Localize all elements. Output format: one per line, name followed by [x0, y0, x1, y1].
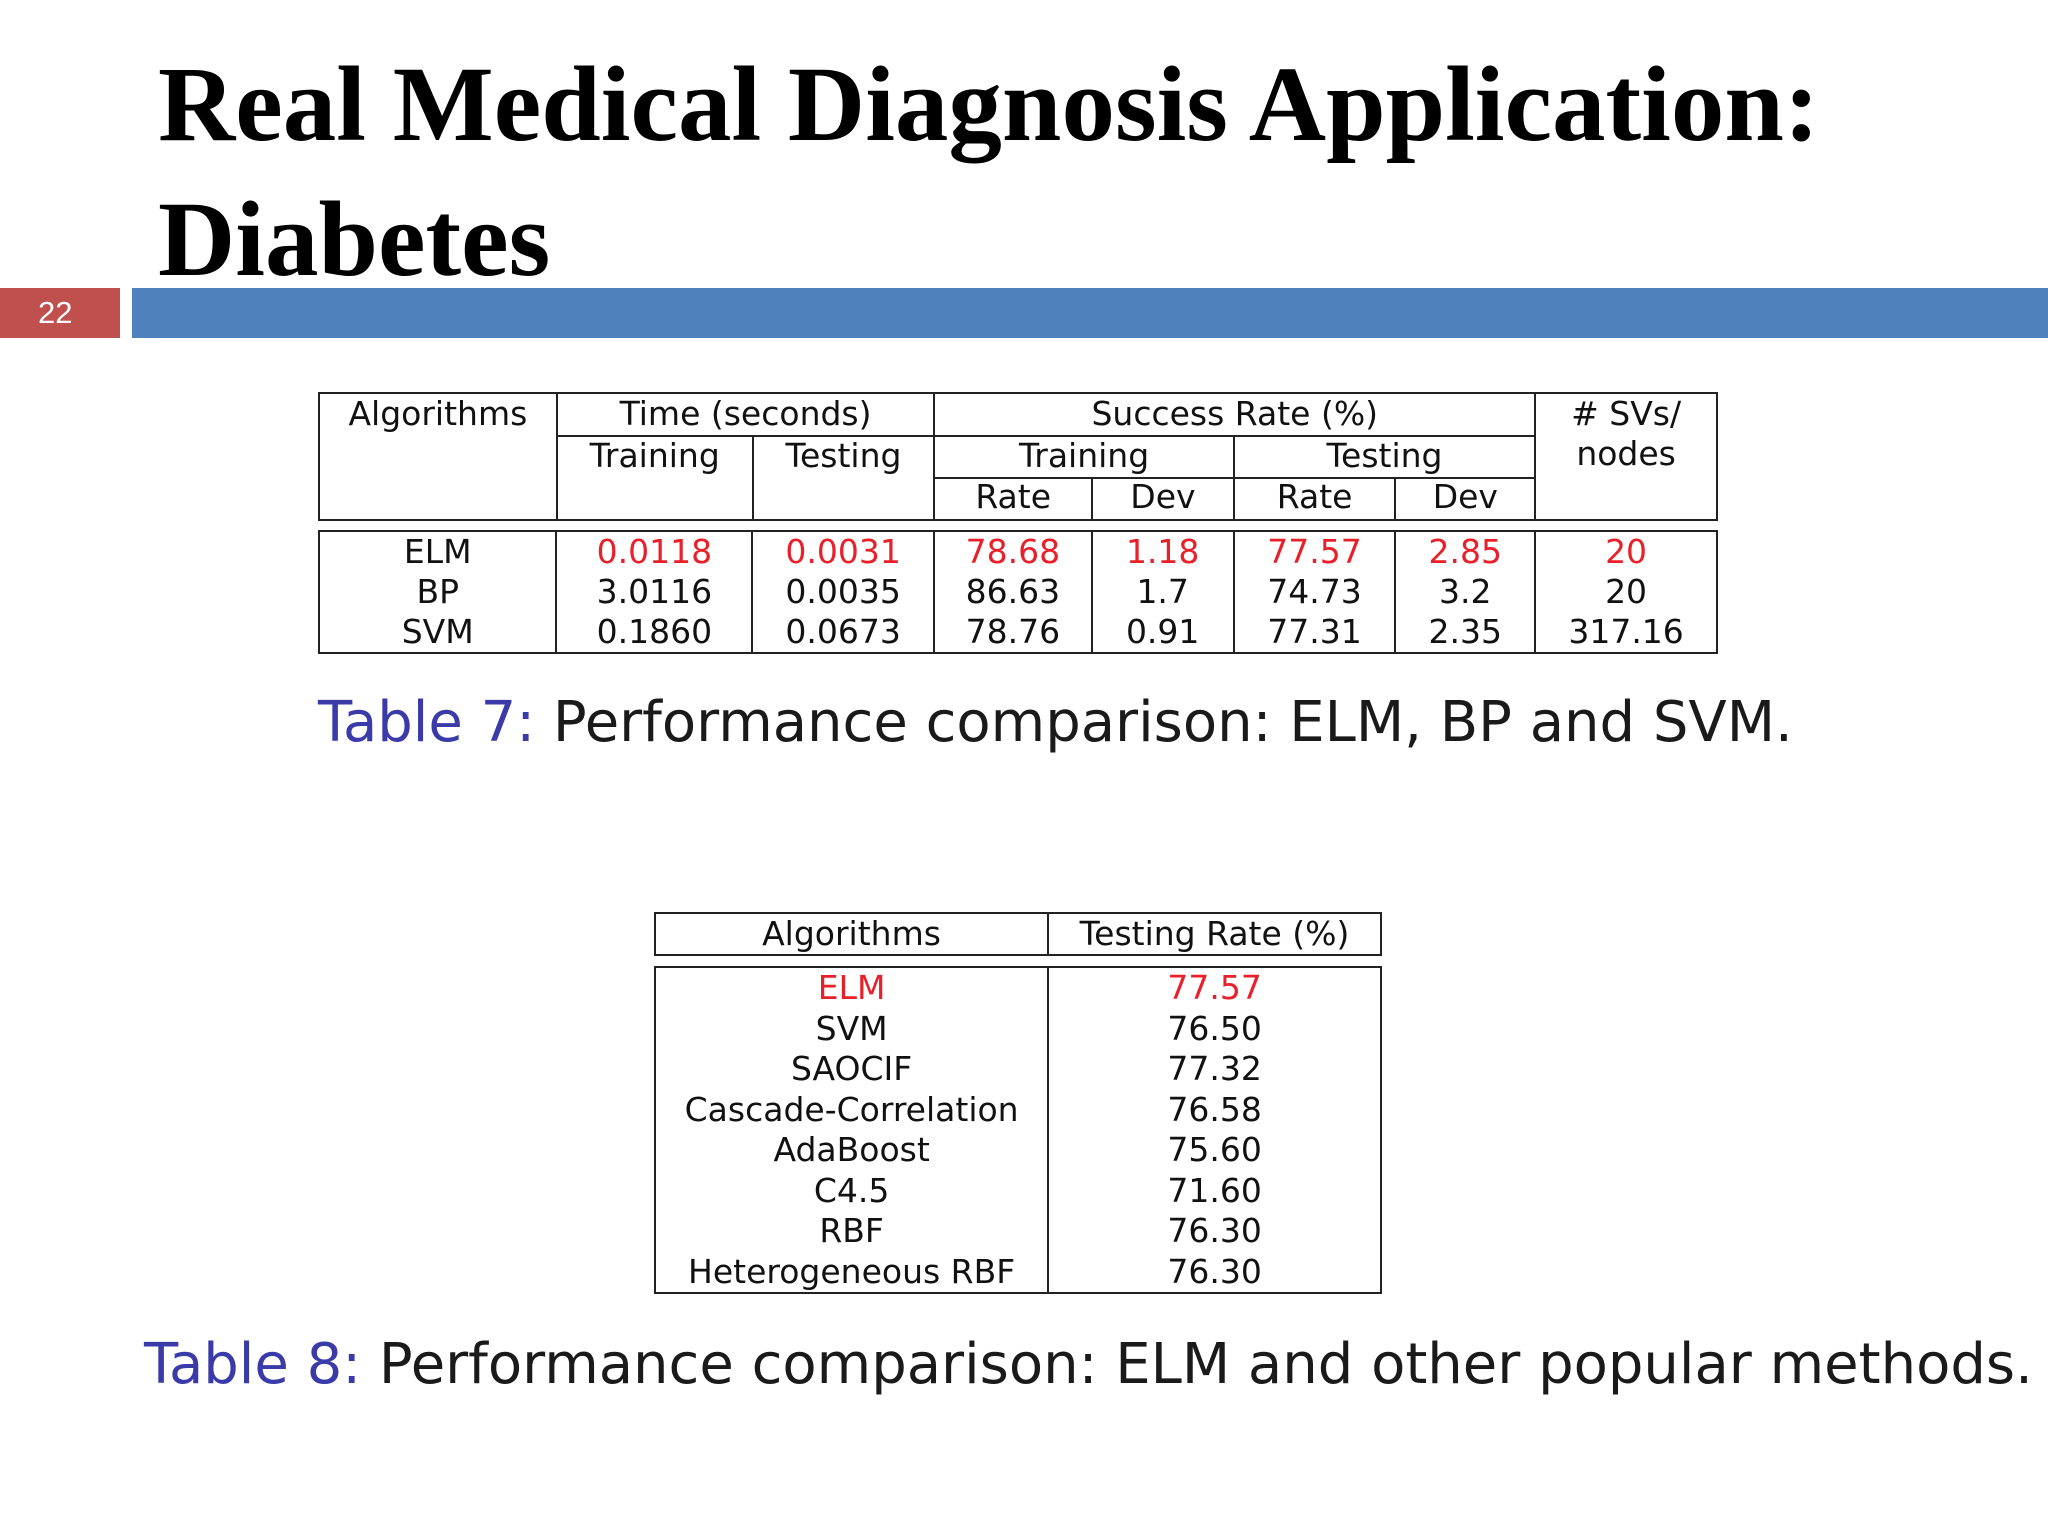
cell-algorithm: Cascade-Correlation — [653, 1089, 1050, 1130]
col-header-svs-nodes: # SVs/ nodes — [1534, 392, 1718, 521]
table8-caption-label: Table 8: — [144, 1332, 362, 1397]
cell-svs-nodes: 317.16 — [1534, 612, 1718, 653]
table-row: AdaBoost 75.60 — [653, 1130, 1382, 1171]
col-header-success-rate: Success Rate (%) — [933, 392, 1537, 437]
cell-time-training: 0.1860 — [555, 612, 754, 653]
cell-testing-rate: 77.57 — [1232, 531, 1397, 572]
table-row: ELM 77.57 — [653, 967, 1382, 1009]
cell-svs-nodes: 20 — [1534, 531, 1718, 572]
cell-testing-rate: 76.50 — [1047, 1008, 1382, 1049]
cell-testing-rate: 77.31 — [1232, 612, 1397, 653]
col-header-testing-dev: Dev — [1394, 477, 1537, 521]
col-header-testing-rate: Testing Rate (%) — [1047, 912, 1382, 956]
slide-title: Real Medical Diagnosis Application: Diab… — [158, 46, 1820, 299]
cell-testing-rate: 71.60 — [1047, 1170, 1382, 1211]
cell-time-training: 0.0118 — [555, 531, 754, 572]
cell-time-training: 3.0116 — [555, 572, 754, 612]
col-header-sr-testing: Testing — [1232, 435, 1537, 479]
cell-algorithm: RBF — [653, 1211, 1050, 1252]
table-row: Heterogeneous RBF 76.30 — [653, 1251, 1382, 1293]
table-row: SVM 76.50 — [653, 1008, 1382, 1049]
cell-algorithm: ELM — [653, 967, 1050, 1009]
cell-testing-rate: 77.57 — [1047, 967, 1382, 1009]
col-header-algorithms: Algorithms — [654, 912, 1049, 956]
cell-algorithm: ELM — [317, 531, 558, 572]
col-header-sr-training: Training — [933, 435, 1235, 479]
cell-testing-dev: 2.85 — [1394, 531, 1537, 572]
table8-header: Algorithms Testing Rate (%) — [654, 912, 1382, 956]
cell-testing-dev: 2.35 — [1394, 612, 1537, 653]
table7-caption-label: Table 7: — [318, 690, 536, 755]
svs-header-line2: nodes — [1576, 434, 1676, 473]
cell-time-testing: 0.0035 — [751, 572, 935, 612]
table-row: ELM 0.0118 0.0031 78.68 1.18 77.57 2.85 … — [317, 531, 1718, 572]
cell-training-rate: 78.68 — [933, 531, 1093, 572]
cell-algorithm: AdaBoost — [653, 1130, 1050, 1171]
table-row: SVM 0.1860 0.0673 78.76 0.91 77.31 2.35 … — [317, 612, 1718, 653]
table8-caption-text: Performance comparison: ELM and other po… — [378, 1332, 2033, 1397]
cell-testing-rate: 74.73 — [1232, 572, 1397, 612]
cell-testing-rate: 76.30 — [1047, 1251, 1382, 1293]
table-row: Cascade-Correlation 76.58 — [653, 1089, 1382, 1130]
table8-body: ELM 77.57 SVM 76.50 SAOCIF 77.32 Cascade… — [653, 966, 1382, 1294]
cell-algorithm: SAOCIF — [653, 1049, 1050, 1090]
table7-caption: Table 7: Performance comparison: ELM, BP… — [318, 690, 1793, 755]
slide-number: 22 — [0, 288, 120, 338]
col-header-training-rate: Rate — [933, 477, 1094, 521]
cell-testing-rate: 76.58 — [1047, 1089, 1382, 1130]
cell-testing-dev: 3.2 — [1394, 572, 1537, 612]
col-header-time-training: Training — [555, 435, 754, 521]
table8-caption: Table 8: Performance comparison: ELM and… — [144, 1332, 2033, 1397]
col-header-testing-rate: Rate — [1232, 477, 1397, 521]
cell-training-rate: 78.76 — [933, 612, 1093, 653]
table-row: BP 3.0116 0.0035 86.63 1.7 74.73 3.2 20 — [317, 572, 1718, 612]
cell-algorithm: C4.5 — [653, 1170, 1050, 1211]
cell-svs-nodes: 20 — [1534, 572, 1718, 612]
cell-training-dev: 1.18 — [1090, 531, 1235, 572]
table7-body: ELM 0.0118 0.0031 78.68 1.18 77.57 2.85 … — [317, 530, 1718, 654]
cell-time-testing: 0.0673 — [751, 612, 935, 653]
col-header-time: Time (seconds) — [555, 392, 936, 437]
col-header-time-testing: Testing — [751, 435, 936, 521]
table7-caption-text: Performance comparison: ELM, BP and SVM. — [552, 690, 1793, 755]
svs-header-line1: # SVs/ — [1571, 394, 1682, 433]
title-underline-bar — [132, 288, 2048, 338]
col-header-training-dev: Dev — [1091, 477, 1235, 521]
cell-algorithm: BP — [317, 572, 558, 612]
table-row: RBF 76.30 — [653, 1211, 1382, 1252]
cell-testing-rate: 75.60 — [1047, 1130, 1382, 1171]
table-row: C4.5 71.60 — [653, 1170, 1382, 1211]
table7-header: Algorithms Time (seconds) Success Rate (… — [318, 392, 1718, 521]
cell-training-dev: 0.91 — [1090, 612, 1235, 653]
col-header-algorithms: Algorithms — [318, 392, 558, 521]
cell-algorithm: SVM — [653, 1008, 1050, 1049]
cell-testing-rate: 77.32 — [1047, 1049, 1382, 1090]
cell-training-dev: 1.7 — [1090, 572, 1235, 612]
cell-training-rate: 86.63 — [933, 572, 1093, 612]
table-row: SAOCIF 77.32 — [653, 1049, 1382, 1090]
cell-time-testing: 0.0031 — [751, 531, 935, 572]
cell-testing-rate: 76.30 — [1047, 1211, 1382, 1252]
cell-algorithm: Heterogeneous RBF — [653, 1251, 1050, 1293]
cell-algorithm: SVM — [317, 612, 558, 653]
